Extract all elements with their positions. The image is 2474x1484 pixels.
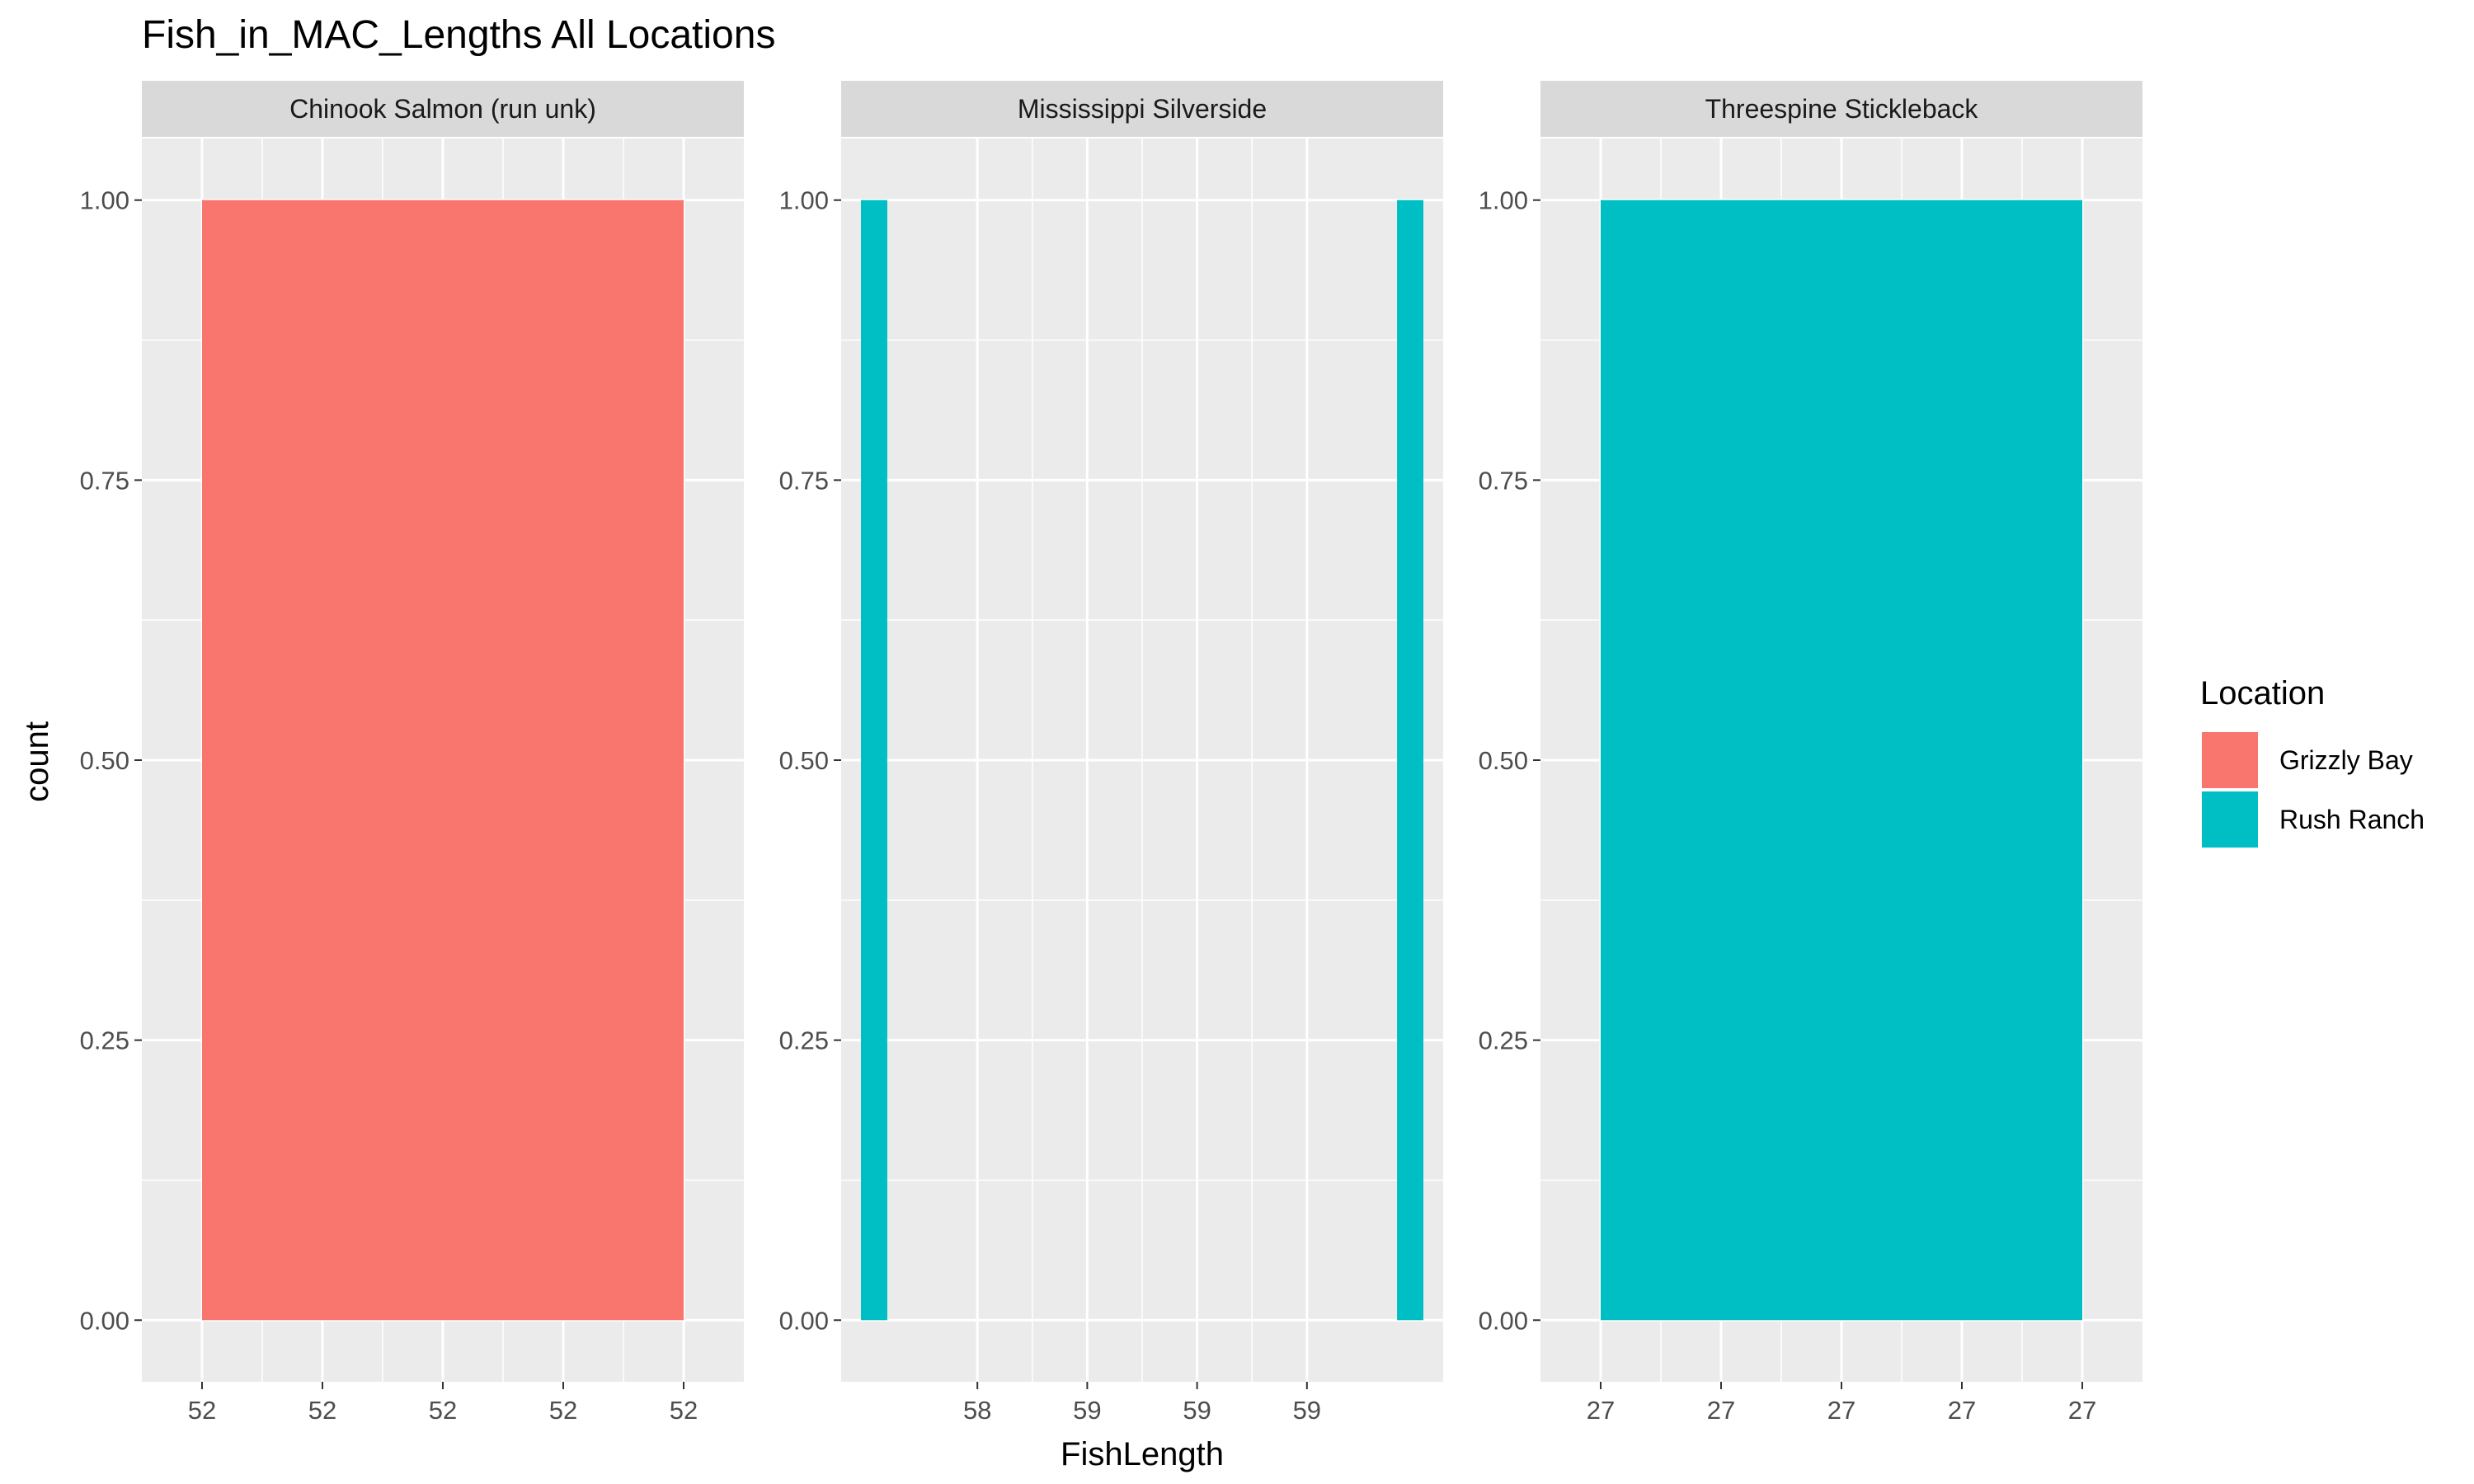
x-tick-label: 59 xyxy=(1073,1396,1101,1425)
facet-label: Chinook Salmon (run unk) xyxy=(289,94,596,124)
y-tick-label: 0.00 xyxy=(80,1306,129,1335)
facet-panel: Mississippi Silverside 0.00 0.25 0.50 0.75 1.… xyxy=(779,81,1443,1425)
facet-strip xyxy=(142,81,744,137)
facet-panel: Threespine Stickleback 0.00 0.25 0.50 0.75 1.… xyxy=(1479,81,2142,1425)
x-tick-label: 27 xyxy=(2068,1396,2096,1425)
facet-panel: Chinook Salmon (run unk) 0.00 0.25 0.50 0.75… xyxy=(80,81,744,1425)
x-tick-label: 52 xyxy=(308,1396,336,1425)
bar xyxy=(860,200,887,1321)
y-tick-label: 1.00 xyxy=(1479,186,1528,215)
x-tick-label: 52 xyxy=(429,1396,457,1425)
legend-swatch xyxy=(2202,791,2258,848)
y-tick-label: 0.25 xyxy=(779,1026,829,1055)
x-tick-label: 27 xyxy=(1827,1396,1856,1425)
x-axis-label: FishLength xyxy=(1061,1436,1224,1472)
y-tick-label: 0.75 xyxy=(1479,466,1528,495)
x-tick-label: 27 xyxy=(1707,1396,1735,1425)
y-tick-label: 0.50 xyxy=(80,746,129,775)
y-tick-label: 0.50 xyxy=(779,746,829,775)
y-tick-label: 1.00 xyxy=(80,186,129,215)
facet-strip xyxy=(841,81,1443,137)
y-tick-label: 0.00 xyxy=(1479,1306,1528,1335)
x-tick-label: 59 xyxy=(1183,1396,1211,1425)
y-tick-label: 0.00 xyxy=(779,1306,829,1335)
y-axis-label: count xyxy=(19,721,55,802)
bar xyxy=(202,200,684,1321)
y-tick-label: 1.00 xyxy=(779,186,829,215)
legend-label: Grizzly Bay xyxy=(2279,745,2413,775)
x-tick-label: 59 xyxy=(1293,1396,1321,1425)
legend-label: Rush Ranch xyxy=(2279,805,2425,834)
y-tick-label: 0.75 xyxy=(80,466,129,495)
x-tick-label: 58 xyxy=(963,1396,991,1425)
x-tick-label: 27 xyxy=(1587,1396,1615,1425)
facet-label: Mississippi Silverside xyxy=(1018,94,1267,124)
y-tick-label: 0.25 xyxy=(80,1026,129,1055)
facet-strip xyxy=(1540,81,2142,137)
x-tick-label: 27 xyxy=(1948,1396,1976,1425)
legend-title: Location xyxy=(2200,675,2325,711)
y-tick-label: 0.50 xyxy=(1479,746,1528,775)
facet-label: Threespine Stickleback xyxy=(1705,94,1979,124)
y-tick-label: 0.75 xyxy=(779,466,829,495)
x-tick-label: 52 xyxy=(188,1396,216,1425)
legend: Location Grizzly Bay Rush Ranch xyxy=(2200,675,2425,848)
x-tick-label: 52 xyxy=(549,1396,577,1425)
legend-swatch xyxy=(2202,732,2258,788)
y-tick-label: 0.25 xyxy=(1479,1026,1528,1055)
bar xyxy=(1601,200,2082,1321)
x-tick-label: 52 xyxy=(670,1396,698,1425)
bar xyxy=(1397,200,1424,1321)
chart-title: Fish_in_MAC_Lengths All Locations xyxy=(142,13,775,57)
facet-panels: Chinook Salmon (run unk) 0.00 0.25 0.50 0.75… xyxy=(80,81,2142,1425)
